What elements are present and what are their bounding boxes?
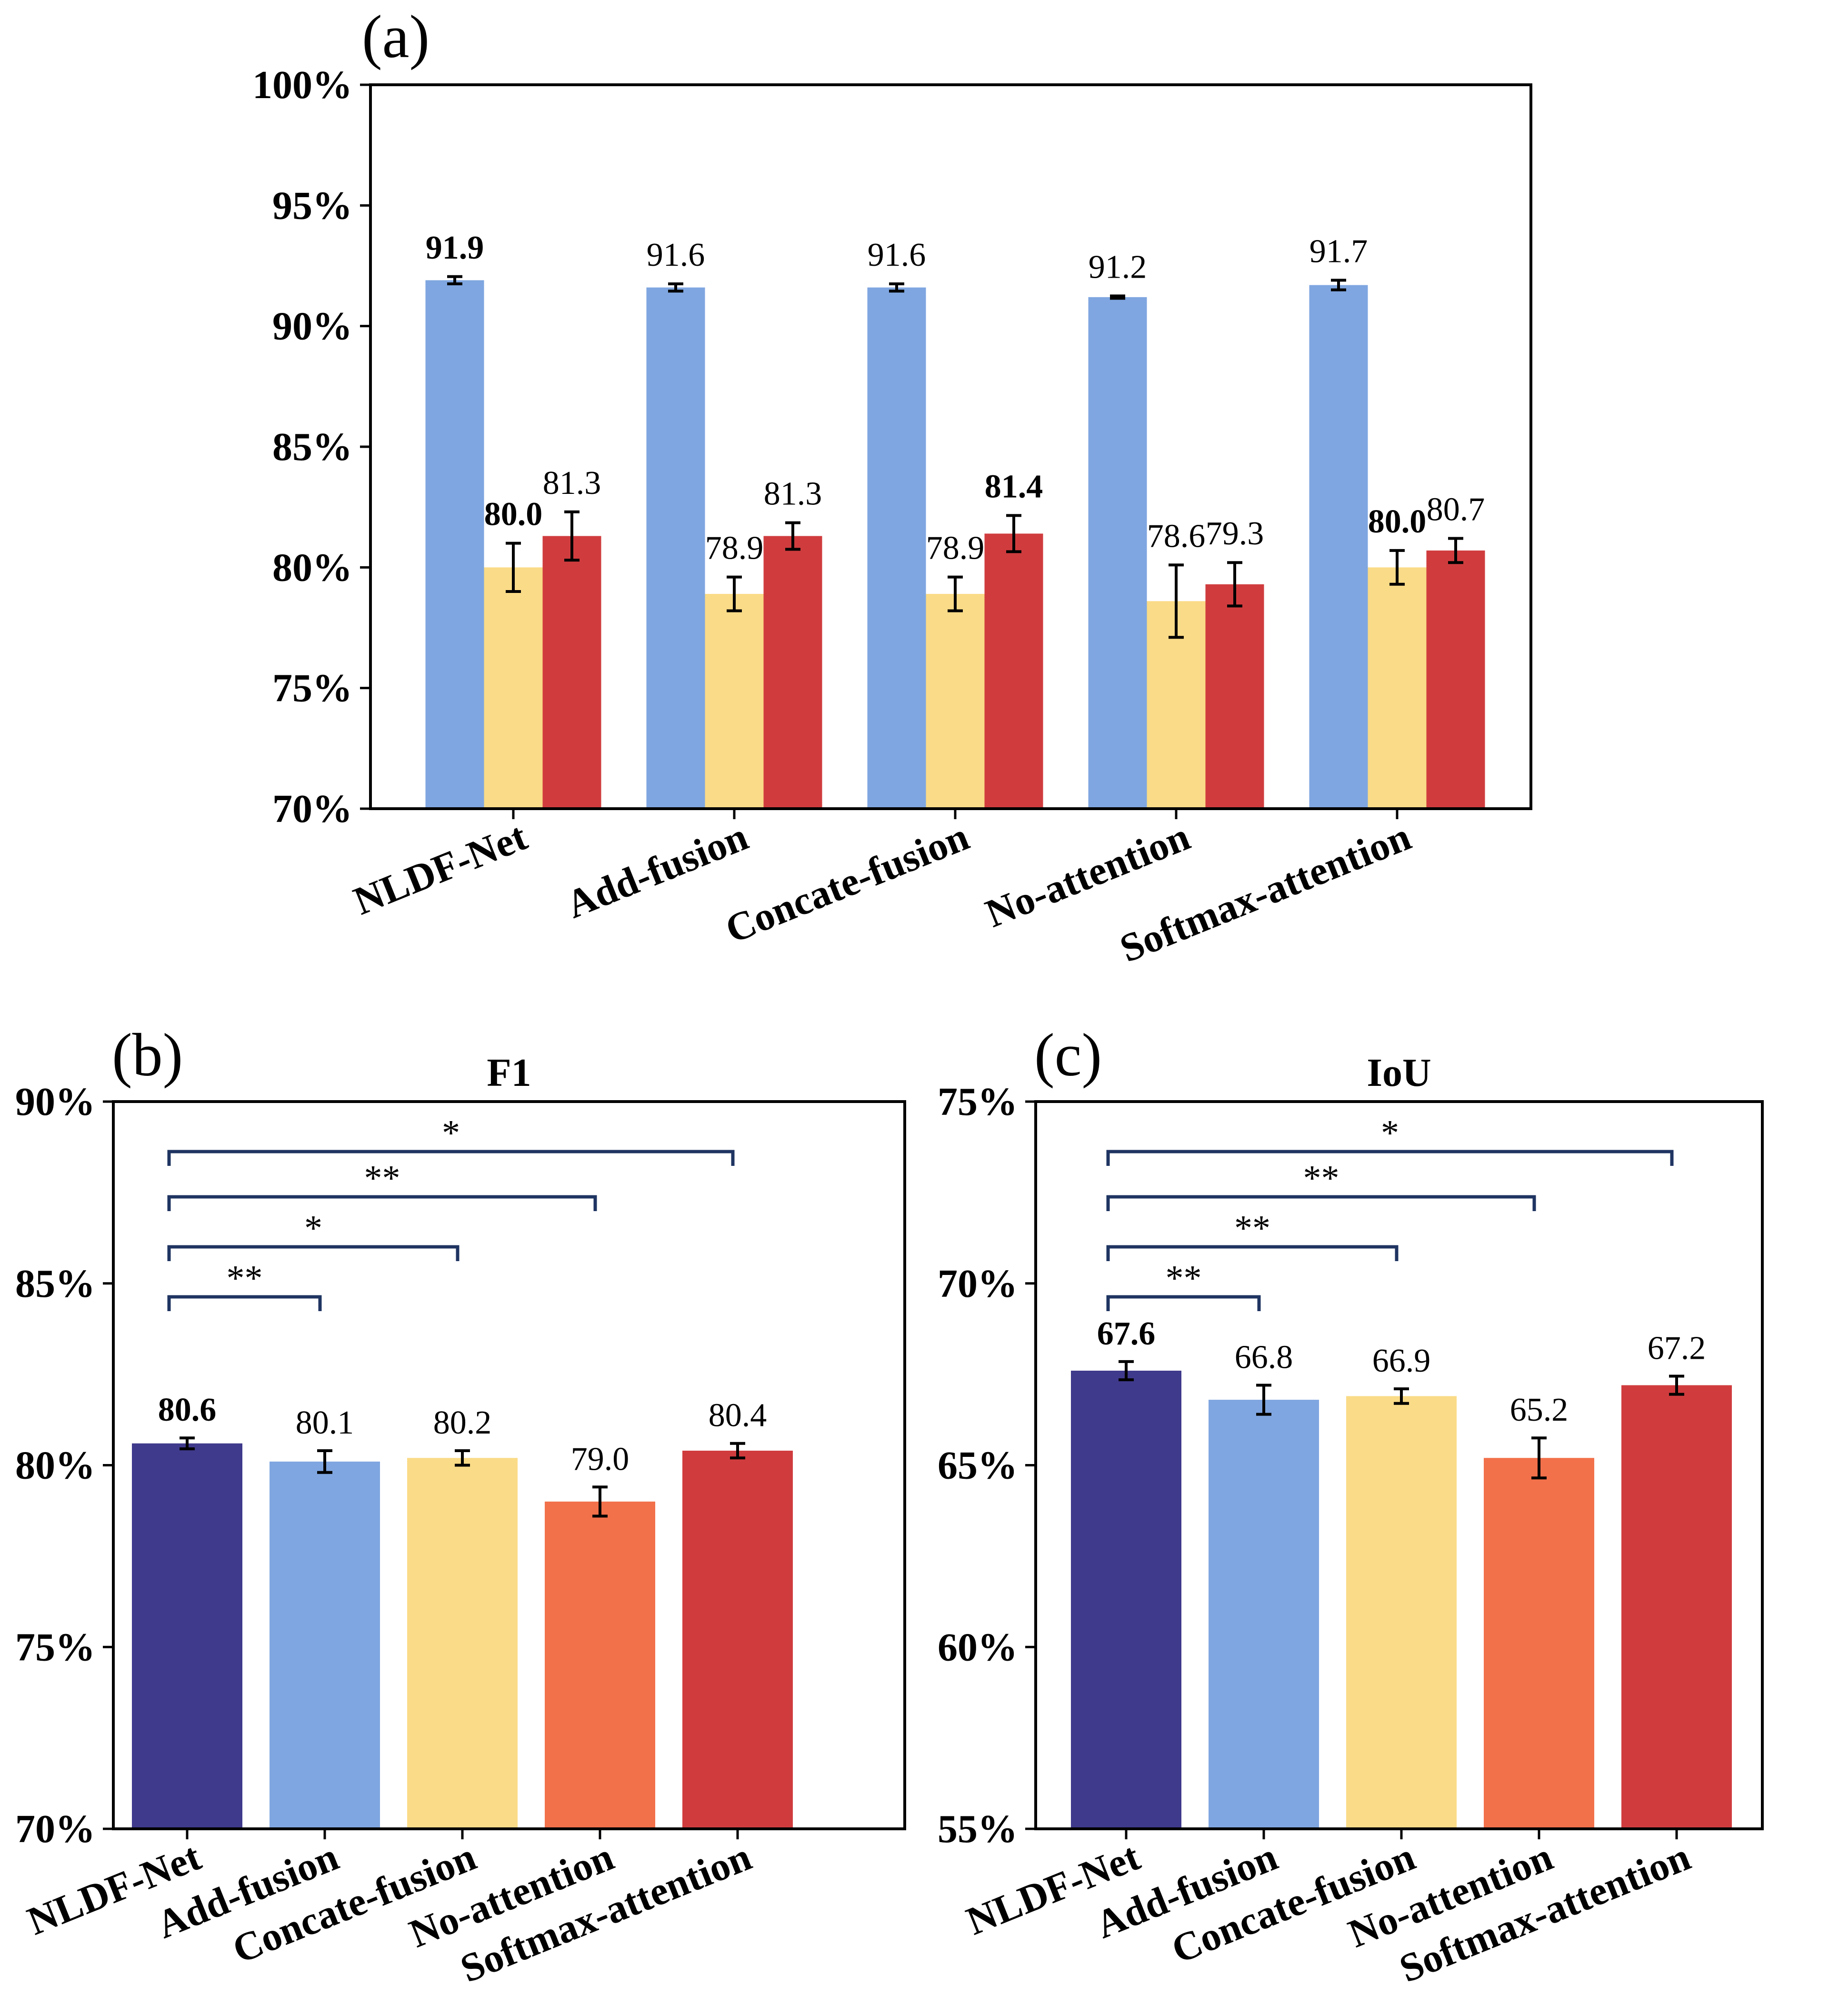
y-tick-label: 85% xyxy=(272,425,352,469)
data-label: 78.6 xyxy=(1147,518,1206,554)
bar xyxy=(763,536,822,809)
significance-label: * xyxy=(442,1113,460,1153)
y-tick-label: 95% xyxy=(272,183,352,228)
bar xyxy=(542,536,601,809)
bar xyxy=(1309,285,1368,809)
panel-b-chart: (b) F1 70% 75% 80% 85% 90% 80.6 80.1 80.2 79.0 80.4… xyxy=(15,1021,906,1991)
plot-frame xyxy=(1034,1100,1764,1830)
data-label: 67.2 xyxy=(1648,1330,1706,1366)
data-label: 66.9 xyxy=(1372,1343,1431,1379)
bar xyxy=(1621,1385,1732,1829)
bar xyxy=(407,1458,518,1829)
data-label: 80.2 xyxy=(433,1404,492,1441)
bar xyxy=(705,594,764,809)
data-label: 80.6 xyxy=(158,1392,217,1428)
bar xyxy=(270,1461,380,1829)
bar xyxy=(484,567,543,809)
data-label: 65.2 xyxy=(1510,1392,1569,1428)
data-label: 78.9 xyxy=(926,530,985,567)
bar xyxy=(425,280,484,809)
data-label: 79.3 xyxy=(1206,515,1264,552)
significance-label: * xyxy=(1381,1113,1399,1153)
significance-label: ** xyxy=(1166,1258,1202,1298)
data-label: 67.6 xyxy=(1097,1315,1156,1352)
plot-frame xyxy=(112,1100,906,1830)
bar xyxy=(984,533,1043,809)
data-label: 80.7 xyxy=(1427,491,1485,528)
bar xyxy=(1209,1400,1319,1829)
y-tick-label: 90% xyxy=(272,304,352,349)
significance-bracket xyxy=(167,1195,597,1211)
y-tick-label: 65% xyxy=(938,1444,1018,1488)
data-label: 81.3 xyxy=(543,465,601,501)
significance-bracket xyxy=(167,1150,735,1166)
significance-bracket xyxy=(167,1245,460,1261)
significance-bracket xyxy=(1106,1295,1261,1311)
y-tick-label: 55% xyxy=(938,1807,1018,1851)
bar xyxy=(682,1450,793,1829)
significance-bracket xyxy=(1106,1195,1536,1211)
bar xyxy=(1484,1458,1594,1829)
y-tick-label: 100% xyxy=(252,63,352,107)
significance-bracket xyxy=(167,1295,322,1311)
panel-label: (c) xyxy=(1034,1021,1102,1089)
significance-label: ** xyxy=(1234,1208,1270,1248)
chart-title: F1 xyxy=(487,1051,531,1095)
y-tick-label: 75% xyxy=(938,1080,1018,1124)
data-label: 91.9 xyxy=(426,230,484,266)
chart-title: IoU xyxy=(1367,1051,1431,1095)
significance-label: ** xyxy=(364,1158,400,1198)
data-label: 80.4 xyxy=(709,1397,767,1434)
bar xyxy=(1071,1370,1181,1829)
y-tick-label: 70% xyxy=(272,787,352,831)
y-tick-label: 80% xyxy=(272,545,352,590)
significance-label: * xyxy=(304,1208,322,1248)
bar xyxy=(1088,297,1147,809)
data-label: 78.9 xyxy=(705,530,764,567)
data-label: 80.0 xyxy=(1368,503,1427,540)
y-tick-label: 70% xyxy=(938,1262,1018,1306)
panel-a-chart: (a)70%75%80%85%90%95%100%91.980.081.391.… xyxy=(252,3,1532,971)
significance-bracket xyxy=(1106,1245,1399,1261)
x-tick-label: Concate-fusion xyxy=(720,814,975,952)
significance-label: ** xyxy=(227,1258,263,1298)
bar xyxy=(1426,550,1485,809)
data-label: 91.2 xyxy=(1089,249,1147,285)
data-label: 66.8 xyxy=(1235,1339,1293,1376)
data-label: 91.6 xyxy=(647,237,705,273)
bar xyxy=(1346,1396,1457,1829)
y-tick-label: 75% xyxy=(272,666,352,711)
bar xyxy=(1368,567,1427,809)
panel-label: (b) xyxy=(112,1021,183,1089)
data-label: 81.3 xyxy=(764,476,822,512)
data-label: 79.0 xyxy=(571,1441,630,1477)
bar xyxy=(926,594,985,809)
data-label: 91.6 xyxy=(868,237,926,273)
y-tick-label: 60% xyxy=(938,1625,1018,1669)
y-tick-label: 85% xyxy=(15,1262,95,1306)
panel-label: (a) xyxy=(362,3,430,70)
y-tick-label: 80% xyxy=(15,1444,95,1488)
y-tick-label: 70% xyxy=(15,1807,95,1851)
significance-label: ** xyxy=(1303,1158,1339,1198)
bar xyxy=(132,1443,242,1829)
data-label: 80.0 xyxy=(484,496,543,533)
data-label: 81.4 xyxy=(985,468,1043,505)
data-label: 91.7 xyxy=(1309,233,1368,270)
x-tick-label: NLDF-Net xyxy=(348,814,533,924)
plot-frame xyxy=(369,83,1532,810)
bar xyxy=(867,287,926,809)
bar xyxy=(545,1501,655,1829)
y-tick-label: 75% xyxy=(15,1625,95,1669)
bar xyxy=(1205,584,1264,809)
panel-c-chart: (c) IoU 55% 60% 65% 70% 75% 67.6 66.8 66.9 65.2 67.… xyxy=(938,1021,1764,1991)
data-label: 80.1 xyxy=(296,1404,354,1441)
significance-bracket xyxy=(1106,1150,1674,1166)
y-tick-label: 90% xyxy=(15,1080,95,1124)
bar xyxy=(646,287,705,809)
